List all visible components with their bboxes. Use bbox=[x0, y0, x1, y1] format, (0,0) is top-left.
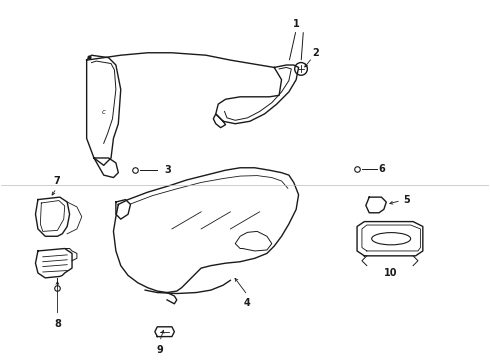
Text: 9: 9 bbox=[156, 345, 163, 355]
Text: 8: 8 bbox=[54, 319, 61, 329]
Text: 4: 4 bbox=[244, 298, 251, 309]
Text: 1: 1 bbox=[293, 19, 299, 29]
Text: 3: 3 bbox=[165, 165, 172, 175]
Text: c: c bbox=[102, 109, 106, 115]
Text: 10: 10 bbox=[385, 268, 398, 278]
Text: 5: 5 bbox=[403, 194, 410, 204]
Text: 7: 7 bbox=[53, 176, 60, 186]
Text: 2: 2 bbox=[312, 48, 319, 58]
Text: 6: 6 bbox=[378, 164, 385, 174]
